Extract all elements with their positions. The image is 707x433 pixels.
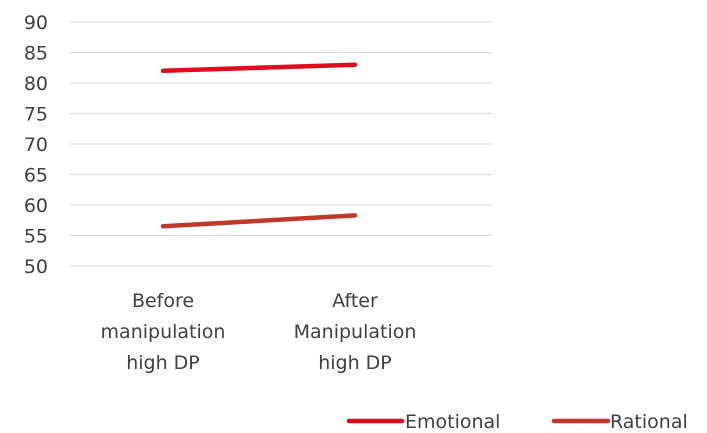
y-tick-label: 90 xyxy=(24,12,48,34)
y-tick-label: 75 xyxy=(24,104,48,126)
x-category-label: After xyxy=(332,290,378,312)
series-line-rational xyxy=(160,213,358,229)
y-axis-ticks: 50 55 60 65 70 75 80 85 90 xyxy=(24,12,48,278)
y-tick-label: 85 xyxy=(24,43,48,65)
y-tick-label: 50 xyxy=(24,256,48,278)
legend: Emotional Rational xyxy=(346,411,688,433)
series-line-emotional xyxy=(160,62,358,74)
legend-label-rational: Rational xyxy=(610,411,688,433)
y-tick-label: 80 xyxy=(24,73,48,95)
y-tick-label: 55 xyxy=(24,226,48,248)
series-lines xyxy=(160,62,358,229)
x-axis-categories: Before manipulation high DP After Manipulati… xyxy=(101,290,417,374)
x-category-label: high DP xyxy=(126,352,200,374)
x-category-label: high DP xyxy=(318,352,392,374)
legend-label-emotional: Emotional xyxy=(405,411,500,433)
x-category-label: Manipulation xyxy=(294,321,417,343)
y-tick-label: 60 xyxy=(24,195,48,217)
x-category-label: Before xyxy=(132,290,194,312)
y-tick-label: 65 xyxy=(24,165,48,187)
x-category-label: manipulation xyxy=(101,321,226,343)
y-tick-label: 70 xyxy=(24,134,48,156)
gridlines xyxy=(70,21,492,267)
